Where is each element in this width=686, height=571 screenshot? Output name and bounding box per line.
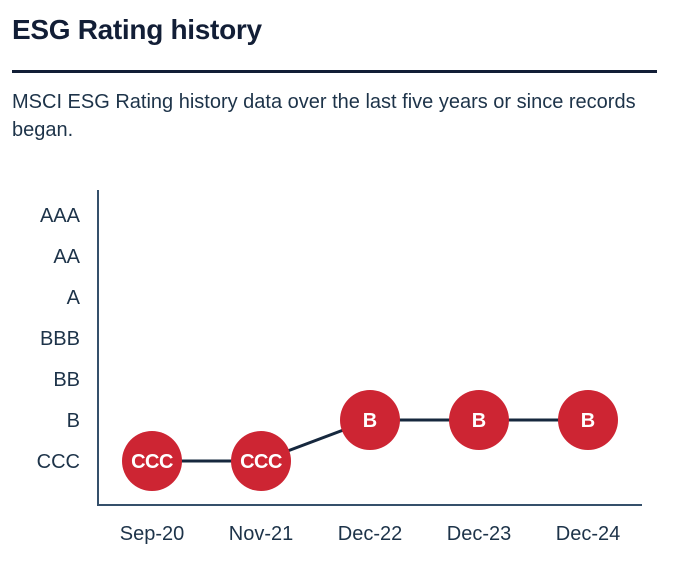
- rating-marker-label: B: [472, 410, 486, 432]
- x-axis-label: Dec-23: [447, 523, 511, 545]
- y-axis-label: BB: [53, 369, 80, 391]
- rating-marker-label: B: [581, 410, 595, 432]
- x-axis-label: Sep-20: [120, 523, 185, 545]
- rating-marker-label: B: [363, 410, 377, 432]
- rating-marker: [122, 431, 182, 491]
- x-axis-label: Dec-24: [556, 523, 620, 545]
- x-axis-label: Nov-21: [229, 523, 293, 545]
- page-title: ESG Rating history: [12, 14, 262, 45]
- page-header: ESG Rating history MSCI ESG Rating histo…: [0, 0, 686, 144]
- rating-marker: [449, 390, 509, 450]
- rating-marker: [340, 390, 400, 450]
- rating-marker: [231, 431, 291, 491]
- y-axis-label: A: [67, 287, 81, 309]
- y-axis-label: AA: [53, 246, 80, 268]
- y-axis-label: CCC: [37, 451, 80, 473]
- x-axis-label: Dec-22: [338, 523, 402, 545]
- page-subtitle: MSCI ESG Rating history data over the la…: [12, 91, 636, 141]
- y-axis-label: B: [67, 410, 80, 432]
- rating-marker: [558, 390, 618, 450]
- chart-axes: [97, 190, 642, 506]
- y-axis-label: AAA: [40, 205, 81, 227]
- rating-marker-label: CCC: [240, 451, 282, 473]
- rating-marker-label: CCC: [131, 451, 173, 473]
- rating-history-chart-container: AAA AA A BBB BB B CCC Sep-20 Nov-21 Dec-22 Dec-23 D…: [0, 166, 686, 566]
- y-axis-label: BBB: [40, 328, 80, 350]
- title-divider: [12, 70, 657, 73]
